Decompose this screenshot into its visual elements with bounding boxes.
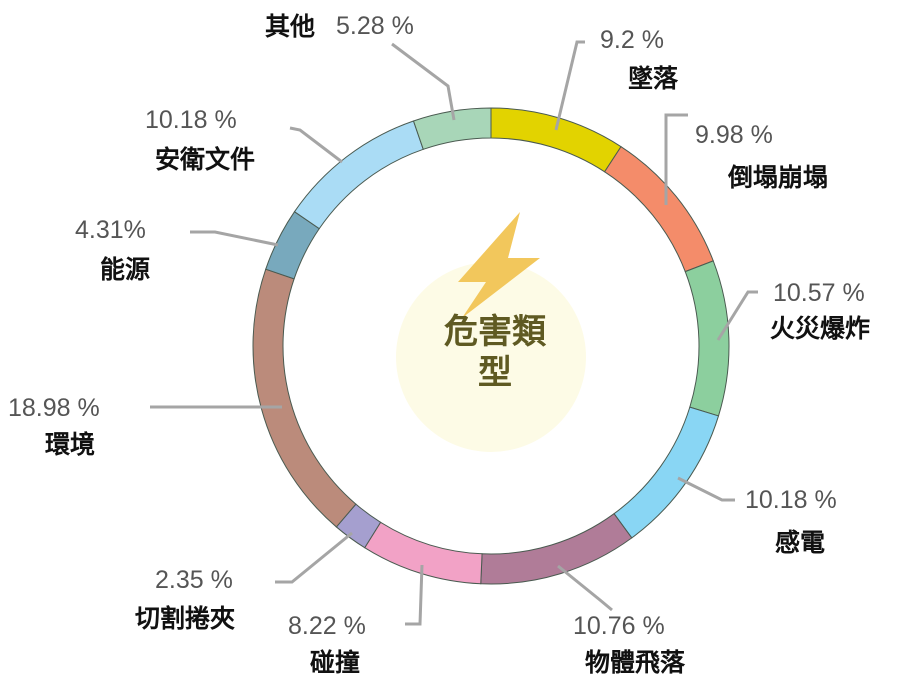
leader-line xyxy=(677,476,735,502)
slice-其他 xyxy=(412,107,492,150)
value-label: 18.98 % xyxy=(8,394,100,422)
category-label: 切割捲夾 xyxy=(135,604,236,633)
leader-line xyxy=(275,531,353,584)
category-label: 物體飛落 xyxy=(585,648,686,677)
value-label: 10.18 % xyxy=(745,486,837,514)
value-label: 4.31% xyxy=(75,216,146,244)
lightning-bolt-icon xyxy=(458,212,540,318)
slice-墜落 xyxy=(490,107,622,173)
value-label: 8.22 % xyxy=(288,612,366,640)
slice-倒塌崩塌 xyxy=(603,145,714,273)
category-label: 感電 xyxy=(775,528,826,557)
slice-環境 xyxy=(252,268,357,528)
category-label: 倒塌崩塌 xyxy=(728,163,829,192)
leader-line xyxy=(664,113,688,205)
leader-line xyxy=(716,290,758,341)
slice-碰撞 xyxy=(363,521,483,585)
chart-title: 危害類型 xyxy=(444,312,546,393)
value-label: 9.2 % xyxy=(600,26,664,54)
slice-安衛文件 xyxy=(293,120,424,230)
category-label: 墜落 xyxy=(628,64,679,93)
leader-line xyxy=(289,126,343,164)
value-label: 10.76 % xyxy=(573,612,665,640)
category-label: 環境 xyxy=(45,430,96,459)
category-label: 碰撞 xyxy=(310,648,361,677)
leader-line xyxy=(391,42,456,121)
category-label: 其他 xyxy=(265,12,316,41)
value-label: 9.98 % xyxy=(695,121,773,149)
leader-line xyxy=(554,40,585,131)
value-label: 2.35 % xyxy=(155,566,233,594)
leader-line xyxy=(557,564,613,612)
category-label: 安衛文件 xyxy=(155,145,256,174)
category-label: 火災爆炸 xyxy=(770,314,871,343)
value-label: 10.57 % xyxy=(773,279,865,307)
category-label: 能源 xyxy=(100,255,151,284)
slice-物體飛落 xyxy=(480,513,633,585)
value-label: 5.28 % xyxy=(336,12,414,40)
value-label: 10.18 % xyxy=(145,106,237,134)
slice-感電 xyxy=(613,406,720,539)
slice-火災爆炸 xyxy=(684,260,730,417)
center-circle xyxy=(396,262,586,452)
leader-line xyxy=(190,230,279,247)
leader-line xyxy=(405,564,424,626)
